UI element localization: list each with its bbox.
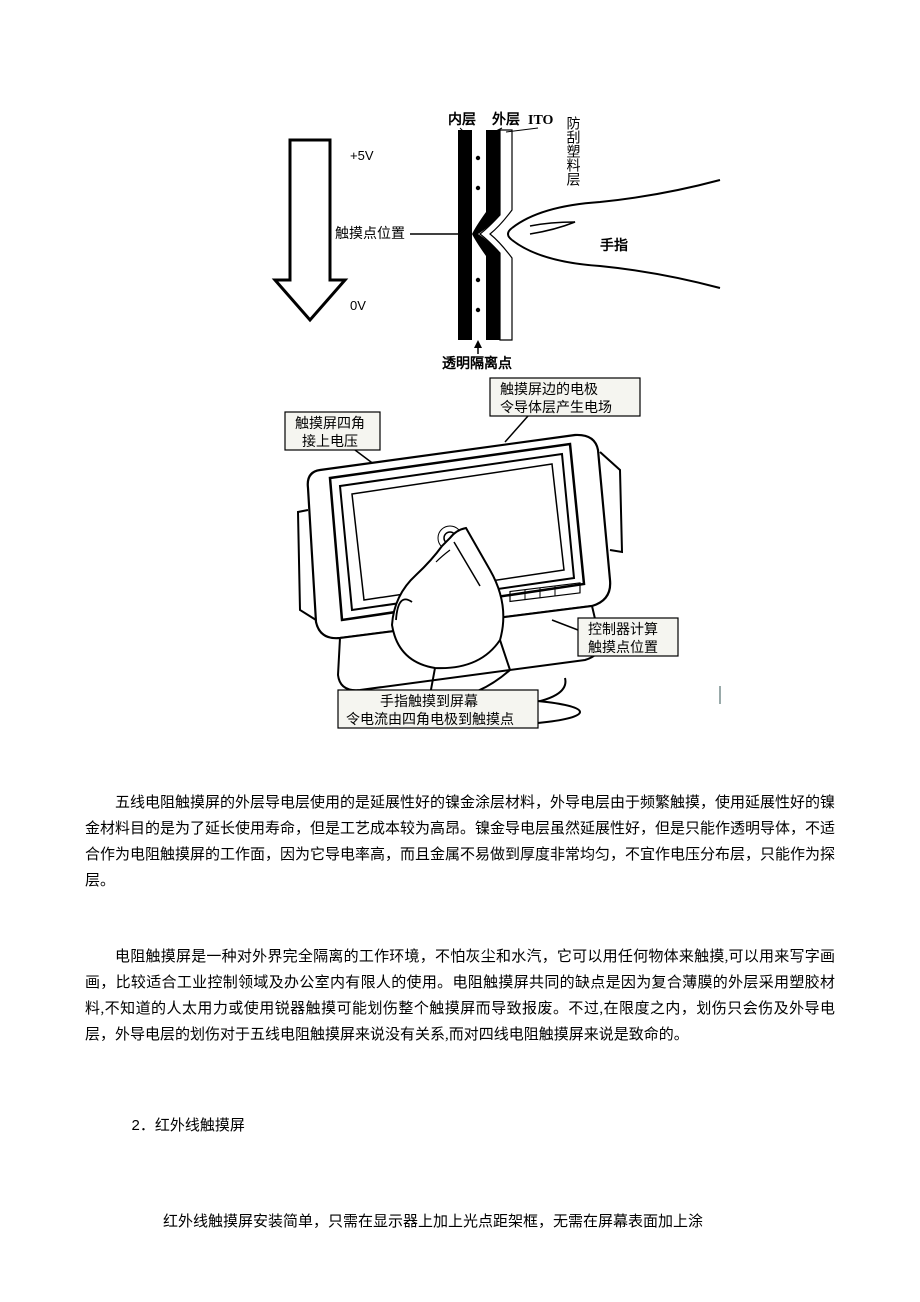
section-heading: 2．红外线触摸屏 bbox=[85, 1113, 835, 1139]
label-ft-l1: 手指触摸到屏幕 bbox=[380, 694, 478, 710]
finger-outline bbox=[512, 180, 720, 288]
label-edge-l2: 令导体层产生电场 bbox=[500, 400, 612, 416]
spacer bbox=[85, 1048, 835, 1098]
touchscreen-diagram: 内层 外层 ITO 防刮塑料层 +5V 0V 触摸点位置 bbox=[180, 110, 740, 730]
label-separator: 透明隔离点 bbox=[442, 355, 512, 372]
label-5v: +5V bbox=[350, 148, 374, 163]
spacer bbox=[85, 740, 835, 790]
section-title: 红外线触摸屏 bbox=[155, 1118, 245, 1134]
spacer bbox=[85, 1154, 835, 1194]
label-0v: 0V bbox=[350, 298, 366, 313]
label-ito: ITO bbox=[528, 113, 554, 128]
label-outer: 外层 bbox=[492, 111, 520, 128]
label-edge-l1: 触摸屏边的电极 bbox=[500, 382, 598, 398]
label-ctrl-l1: 控制器计算 bbox=[588, 622, 658, 638]
label-finger: 手指 bbox=[600, 237, 628, 254]
paragraph-2: 电阻触摸屏是一种对外界完全隔离的工作环境，不怕灰尘和水汽，它可以用任何物体来触摸… bbox=[85, 944, 835, 1048]
section-number: 2． bbox=[132, 1117, 155, 1134]
label-ft-l2: 令电流由四角电极到触摸点 bbox=[346, 712, 514, 728]
label-corner-l2: 接上电压 bbox=[302, 433, 358, 450]
label-ctrl-l2: 触摸点位置 bbox=[588, 640, 658, 656]
paragraph-3: 红外线触摸屏安装简单，只需在显示器上加上光点距架框，无需在屏幕表面加上涂 bbox=[85, 1209, 835, 1235]
label-corner-l1: 触摸屏四角 bbox=[295, 416, 365, 432]
figure-container: 内层 外层 ITO 防刮塑料层 +5V 0V 触摸点位置 bbox=[85, 110, 835, 740]
spacer bbox=[85, 894, 835, 944]
label-inner: 内层 bbox=[448, 111, 476, 128]
paragraph-1: 五线电阻触摸屏的外层导电层使用的是延展性好的镍金涂层材料，外导电层由于频繁触摸，… bbox=[85, 790, 835, 894]
label-scratch-layer: 防刮塑料层 bbox=[565, 116, 581, 186]
label-touchpoint: 触摸点位置 bbox=[335, 226, 405, 242]
fingernail bbox=[530, 222, 575, 234]
inner-layer-bar bbox=[458, 130, 472, 340]
document-page: 内层 外层 ITO 防刮塑料层 +5V 0V 触摸点位置 bbox=[0, 0, 920, 1302]
